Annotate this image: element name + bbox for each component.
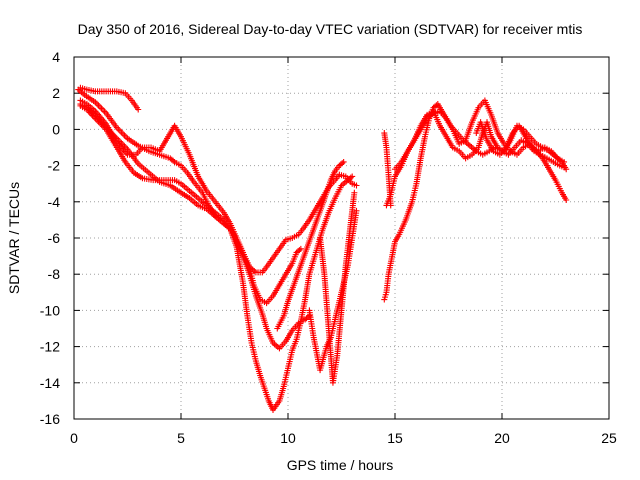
y-tick-label: 2 bbox=[52, 85, 60, 101]
y-tick-label: -6 bbox=[48, 230, 61, 246]
data-point bbox=[563, 166, 570, 173]
x-tick-label: 20 bbox=[494, 430, 510, 446]
data-point bbox=[561, 158, 568, 165]
y-tick-label: 4 bbox=[52, 49, 60, 65]
y-tick-label: -14 bbox=[40, 375, 60, 391]
x-tick-label: 0 bbox=[70, 430, 78, 446]
data-point bbox=[296, 247, 303, 254]
y-tick-label: -16 bbox=[40, 411, 60, 427]
x-axis-label: GPS time / hours bbox=[287, 457, 394, 473]
data-point bbox=[340, 158, 347, 165]
y-tick-label: -8 bbox=[48, 266, 61, 282]
data-point bbox=[349, 173, 356, 180]
x-tick-label: 5 bbox=[177, 430, 185, 446]
data-point bbox=[563, 196, 570, 203]
data-points bbox=[75, 84, 570, 413]
series-5 bbox=[77, 102, 356, 413]
series-8 bbox=[317, 189, 358, 386]
x-tick-label: 25 bbox=[601, 430, 617, 446]
data-point bbox=[387, 202, 394, 209]
data-point bbox=[351, 189, 358, 196]
y-tick-label: -10 bbox=[40, 302, 60, 318]
grid-lines bbox=[74, 57, 609, 419]
chart-title: Day 350 of 2016, Sidereal Day-to-day VTE… bbox=[78, 21, 583, 37]
series-7 bbox=[274, 158, 347, 332]
y-axis-label: SDTVAR / TECUs bbox=[6, 182, 22, 294]
y-tick-label: -12 bbox=[40, 339, 60, 355]
data-point bbox=[170, 157, 177, 164]
data-point bbox=[347, 174, 354, 181]
series-13 bbox=[381, 130, 394, 209]
data-point bbox=[135, 106, 142, 113]
y-tick-label: 0 bbox=[52, 121, 60, 137]
x-tick-label: 15 bbox=[387, 430, 403, 446]
y-tick-label: -2 bbox=[48, 158, 61, 174]
series-12 bbox=[473, 119, 568, 165]
plot-frame bbox=[73, 56, 610, 420]
data-point bbox=[297, 245, 304, 252]
series-1 bbox=[77, 84, 142, 113]
data-point bbox=[353, 182, 360, 189]
x-tick-label: 10 bbox=[280, 430, 296, 446]
data-point bbox=[353, 207, 360, 214]
data-point bbox=[339, 160, 346, 167]
y-tick-label: -4 bbox=[48, 194, 61, 210]
